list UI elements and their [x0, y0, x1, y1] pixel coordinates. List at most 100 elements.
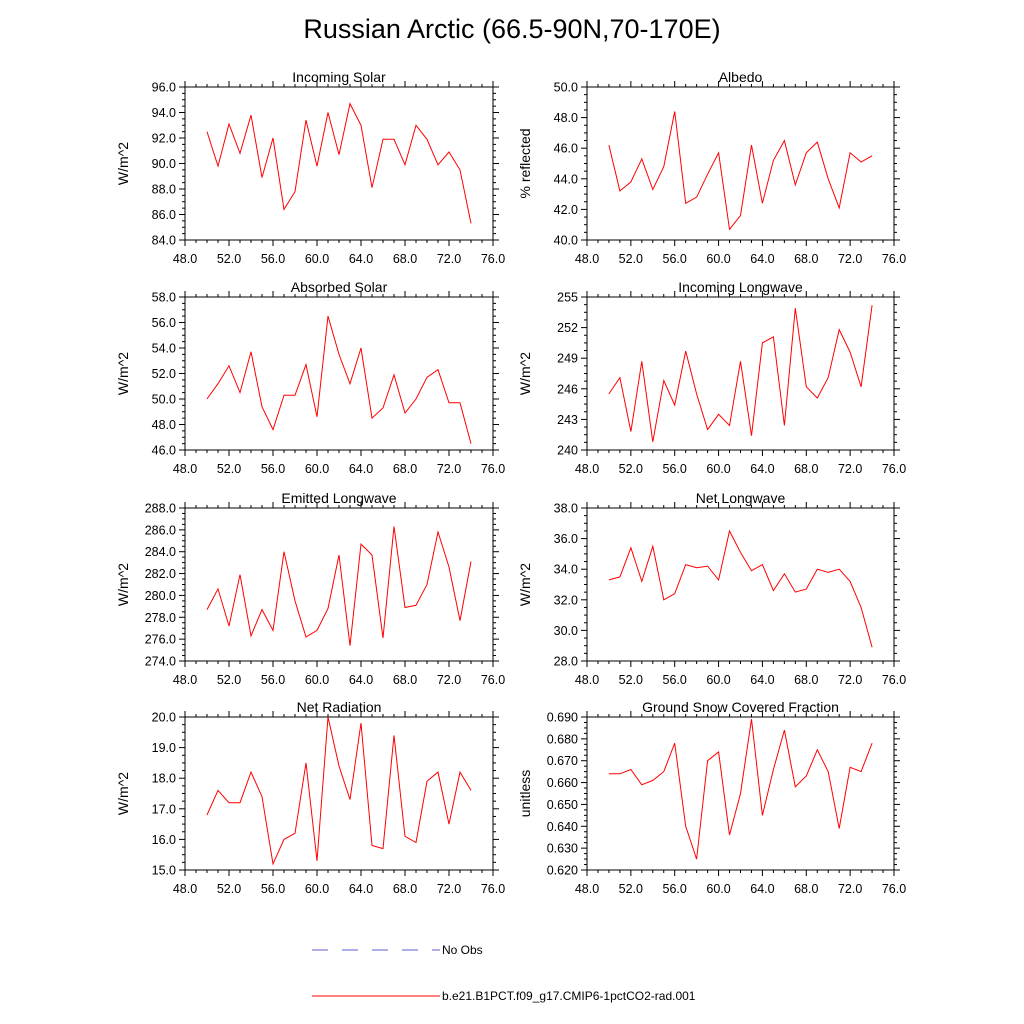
y-tick-label: 280.0	[145, 589, 176, 603]
y-tick-label: 28.0	[554, 655, 578, 669]
x-tick-label: 68.0	[794, 252, 818, 266]
y-tick-label: 50.0	[554, 81, 578, 95]
y-tick-label: 0.690	[547, 711, 578, 725]
y-tick-label: 48.0	[554, 111, 578, 125]
x-tick-label: 56.0	[663, 673, 687, 687]
x-tick-label: 64.0	[750, 673, 774, 687]
legend-obs-swatch	[312, 949, 440, 951]
x-tick-label: 48.0	[575, 673, 599, 687]
x-tick-label: 76.0	[481, 882, 505, 896]
x-tick-label: 56.0	[261, 252, 285, 266]
y-tick-label: 0.640	[547, 820, 578, 834]
panel-3: Incoming Longwave W/m^2 48.0 52.0 56.0 60.0 64…	[517, 279, 906, 476]
x-tick-label: 72.0	[838, 252, 862, 266]
x-tick-label: 52.0	[217, 673, 241, 687]
x-tick-label: 72.0	[838, 882, 862, 896]
x-tick-label: 52.0	[217, 252, 241, 266]
x-tick-label: 64.0	[750, 462, 774, 476]
x-tick-label: 60.0	[706, 673, 730, 687]
x-tick-label: 56.0	[261, 462, 285, 476]
plot-frame	[586, 296, 895, 451]
x-tick-label: 60.0	[305, 673, 329, 687]
series-line	[206, 102, 472, 224]
y-tick-label: 252	[557, 321, 578, 335]
series-line	[608, 111, 873, 231]
x-tick-label: 64.0	[750, 882, 774, 896]
panel-5: Net Longwave W/m^2 48.0 52.0 56.0 60.0 64.0 68.…	[517, 490, 906, 687]
x-tick-label: 60.0	[305, 462, 329, 476]
x-tick-label: 52.0	[217, 462, 241, 476]
y-tick-label: 246	[557, 382, 578, 396]
series-line	[206, 526, 472, 646]
y-axis-label: unitless	[517, 770, 533, 817]
panel-title: Ground Snow Covered Fraction	[642, 699, 839, 715]
x-tick-label: 76.0	[882, 252, 906, 266]
x-tick-label: 72.0	[437, 882, 461, 896]
y-axis-label: W/m^2	[115, 772, 131, 815]
y-tick-label: 0.620	[547, 864, 578, 878]
y-tick-label: 84.0	[152, 234, 176, 248]
legend-obs-label: No Obs	[442, 943, 483, 957]
y-tick-label: 90.0	[152, 157, 176, 171]
x-tick-label: 64.0	[750, 252, 774, 266]
x-tick-label: 48.0	[173, 882, 197, 896]
y-axis-label: W/m^2	[517, 563, 533, 606]
y-tick-label: 46.0	[152, 444, 176, 458]
x-tick-label: 76.0	[481, 252, 505, 266]
y-tick-label: 0.680	[547, 732, 578, 746]
y-axis-label: W/m^2	[517, 352, 533, 395]
y-tick-label: 282.0	[145, 567, 176, 581]
x-tick-label: 72.0	[838, 462, 862, 476]
y-tick-label: 276.0	[145, 633, 176, 647]
x-tick-label: 48.0	[575, 882, 599, 896]
x-tick-label: 72.0	[437, 252, 461, 266]
x-tick-label: 72.0	[838, 673, 862, 687]
x-tick-label: 64.0	[349, 252, 373, 266]
y-tick-label: 92.0	[152, 132, 176, 146]
x-tick-label: 68.0	[393, 673, 417, 687]
y-tick-label: 48.0	[152, 418, 176, 432]
series-line	[608, 305, 873, 442]
x-tick-label: 56.0	[261, 882, 285, 896]
plot-frame	[586, 507, 895, 662]
x-tick-label: 64.0	[349, 462, 373, 476]
series-line	[206, 315, 472, 444]
y-tick-label: 278.0	[145, 611, 176, 625]
y-tick-label: 40.0	[554, 234, 578, 248]
y-tick-label: 50.0	[152, 393, 176, 407]
panel-2: Absorbed Solar W/m^2 48.0 52.0 56.0 60.0 64.0 6…	[115, 279, 505, 476]
y-axis-label: W/m^2	[115, 142, 131, 185]
legend-model-swatch	[312, 995, 440, 997]
y-tick-label: 86.0	[152, 208, 176, 222]
y-tick-label: 288.0	[145, 502, 176, 516]
y-tick-label: 286.0	[145, 523, 176, 537]
y-tick-label: 255	[557, 291, 578, 305]
y-tick-label: 19.0	[152, 741, 176, 755]
y-tick-label: 96.0	[152, 81, 176, 95]
y-tick-label: 15.0	[152, 864, 176, 878]
x-tick-label: 76.0	[882, 882, 906, 896]
panel-title: Incoming Solar	[292, 69, 386, 85]
x-tick-label: 60.0	[305, 882, 329, 896]
series-line	[608, 529, 873, 648]
x-tick-label: 56.0	[663, 462, 687, 476]
panel-0: Incoming Solar W/m^2 48.0 52.0 56.0 60.0 64.0 6…	[115, 69, 505, 266]
x-tick-label: 52.0	[619, 882, 643, 896]
y-tick-label: 88.0	[152, 183, 176, 197]
x-tick-label: 48.0	[173, 462, 197, 476]
y-tick-label: 284.0	[145, 545, 176, 559]
x-tick-label: 76.0	[481, 462, 505, 476]
y-tick-label: 58.0	[152, 291, 176, 305]
y-tick-label: 0.630	[547, 842, 578, 856]
panel-1: Albedo % reflected 48.0 52.0 56.0 60.0 64.0 68.…	[517, 69, 906, 266]
y-tick-label: 94.0	[152, 106, 176, 120]
y-tick-label: 38.0	[554, 502, 578, 516]
x-tick-label: 68.0	[393, 882, 417, 896]
y-tick-label: 249	[557, 352, 578, 366]
y-tick-label: 42.0	[554, 203, 578, 217]
x-tick-label: 56.0	[261, 673, 285, 687]
legend-model-label: b.e21.B1PCT.f09_g17.CMIP6-1pctCO2-rad.00…	[442, 989, 696, 1003]
plot-frame	[184, 296, 494, 451]
x-tick-label: 72.0	[437, 462, 461, 476]
